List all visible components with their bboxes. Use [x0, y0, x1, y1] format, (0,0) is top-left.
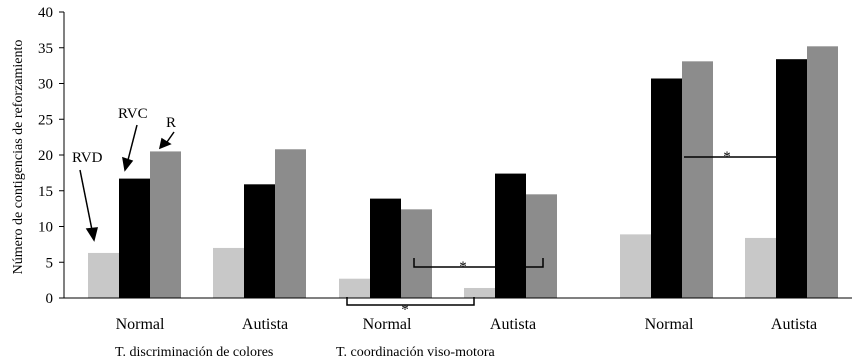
- rvd-annotation-label: RVD: [72, 150, 103, 166]
- bar-rvc: [495, 173, 526, 298]
- category-label: Normal: [363, 316, 412, 333]
- rvc-arrow: [122, 124, 138, 172]
- significance-bracket: [346, 297, 475, 306]
- bar-r: [150, 151, 181, 298]
- bar-rvd: [339, 278, 370, 298]
- y-tick-label: 15: [38, 184, 53, 200]
- y-tick-label: 10: [38, 220, 53, 236]
- category-label: Autista: [242, 316, 288, 333]
- y-tick-label: 5: [46, 255, 54, 271]
- category-label: Normal: [116, 316, 165, 333]
- bar-rvd: [213, 247, 244, 298]
- bar-rvd: [745, 237, 776, 298]
- r-arrow: [158, 131, 175, 150]
- bar-rvc: [244, 184, 275, 298]
- bar-r: [682, 61, 713, 299]
- significance-marker: *: [459, 259, 467, 275]
- y-axis-ticks: 0 5 10 15 20 25 30 35 40: [38, 5, 64, 307]
- bar-rvd: [464, 287, 495, 298]
- y-tick-label: 0: [46, 291, 54, 307]
- category-label: Normal: [645, 316, 694, 333]
- group-label: T. coordinación viso-motora: [336, 345, 496, 360]
- bar-rvd: [88, 252, 119, 298]
- bar-rvc: [119, 178, 150, 298]
- y-tick-label: 35: [38, 41, 53, 57]
- category-label: Autista: [490, 316, 536, 333]
- rvc-annotation-label: RVC: [118, 106, 148, 122]
- bar-r: [807, 46, 838, 298]
- significance-marker: *: [401, 302, 409, 318]
- y-tick-label: 40: [38, 5, 53, 21]
- group-label: T. discriminación de colores: [115, 345, 273, 360]
- rvd-arrow: [79, 169, 98, 242]
- y-tick-label: 30: [38, 77, 53, 93]
- y-tick-label: 25: [38, 112, 53, 128]
- bar-rvc: [776, 59, 807, 298]
- y-axis-label: Número de contigencias de reforzamiento: [11, 40, 26, 275]
- bar-rvd: [620, 234, 651, 298]
- r-annotation-label: R: [166, 115, 176, 131]
- category-label: Autista: [771, 316, 817, 333]
- bar-r: [526, 194, 557, 298]
- bar-rvc: [651, 78, 682, 299]
- significance-marker: *: [723, 149, 731, 165]
- bar-r: [401, 209, 432, 298]
- bar-r: [275, 149, 306, 298]
- significance-bracket: [413, 258, 544, 268]
- bars: [88, 46, 838, 299]
- y-tick-label: 20: [38, 148, 53, 164]
- bar-rvc: [370, 198, 401, 298]
